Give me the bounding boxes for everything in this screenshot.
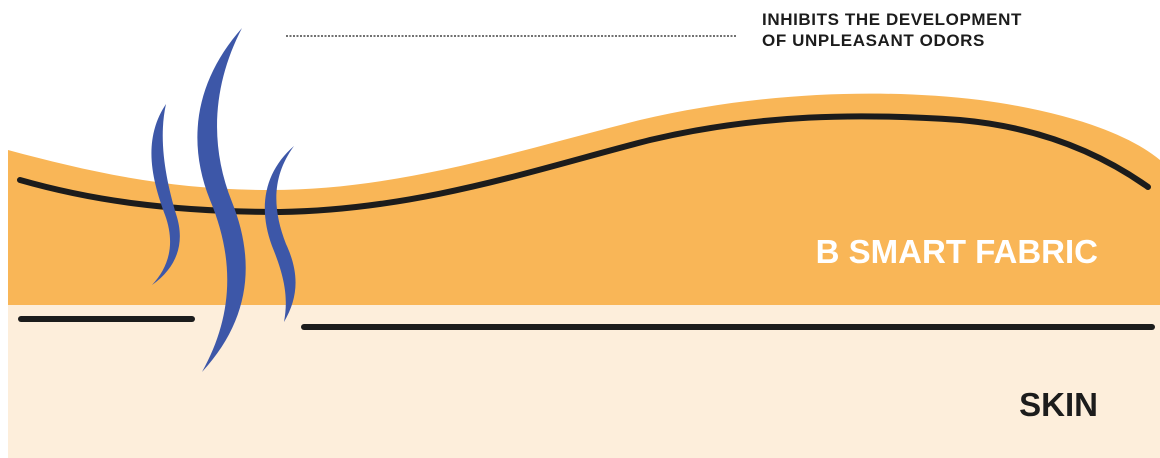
odor-wave-middle — [197, 28, 246, 372]
callout-line-2: OF UNPLEASANT ODORS — [762, 31, 985, 50]
skin-label: SKIN — [1019, 386, 1098, 423]
fabric-label: B SMART FABRIC — [815, 233, 1098, 270]
odor-waves-icon — [151, 28, 296, 372]
callout-line-1: INHIBITS THE DEVELOPMENT — [762, 10, 1022, 29]
skin-layer — [8, 305, 1160, 458]
odor-callout-text: INHIBITS THE DEVELOPMENT OF UNPLEASANT O… — [762, 9, 1022, 51]
odor-wave-left — [151, 104, 180, 285]
fabric-fiber-line — [17, 113, 1151, 216]
odor-wave-right — [264, 146, 296, 322]
fabric-layer — [8, 93, 1160, 305]
